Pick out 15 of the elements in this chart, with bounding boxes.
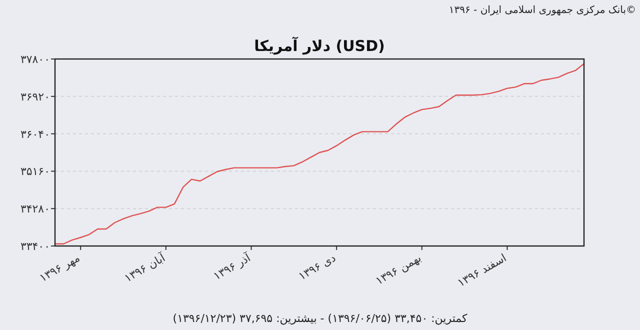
xtick: اسفند ۱۳۹۶	[455, 251, 509, 290]
xtick: آذر ۱۳۹۶	[211, 251, 253, 283]
xtick: مهر ۱۳۹۶	[37, 251, 82, 285]
text: بانک مرکزی جمهوری اسلامی ایران - ۱۳۹۶©	[448, 5, 636, 16]
xtick: دی ۱۳۹۶	[296, 251, 338, 283]
ytick: ۳۷۸۰۰	[20, 53, 50, 66]
ytick: ۳۶۰۴۰	[20, 128, 50, 141]
text: کمترین: ۳۳,۴۵۰ (۱۳۹۶/۰۶/۲۵) - بیشترین: ۳۷,۶۹۵ (۱۳۹۶/۱۲/۲۳)	[172, 312, 468, 325]
ytick: ۳۴۲۸۰	[20, 202, 50, 216]
xtick: آبان ۱۳۹۶	[122, 251, 168, 285]
ytick: ۳۵۱۶۰	[20, 165, 50, 178]
ytick: ۳۶۹۲۰	[20, 90, 50, 104]
ytick: ۳۳۴۰۰	[20, 240, 50, 253]
title: دلار آمریکا (USD)	[254, 37, 385, 55]
xtick: بهمن ۱۳۹۶	[374, 251, 424, 288]
